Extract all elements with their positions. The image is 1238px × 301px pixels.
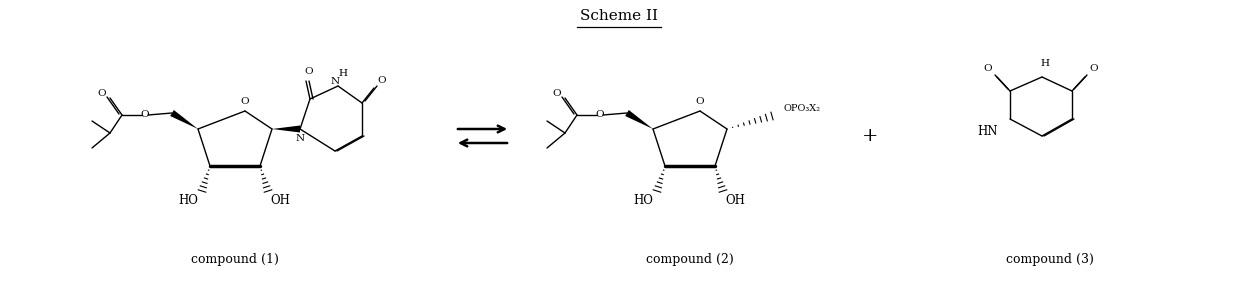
Text: O: O — [141, 110, 150, 119]
Text: compound (1): compound (1) — [191, 253, 279, 265]
Text: O: O — [595, 110, 604, 119]
Text: O: O — [378, 76, 386, 85]
Text: O: O — [240, 98, 249, 107]
Text: H: H — [1040, 60, 1050, 69]
Polygon shape — [170, 110, 198, 129]
Text: HO: HO — [178, 194, 198, 207]
Text: H: H — [338, 69, 348, 77]
Text: +: + — [862, 127, 878, 145]
Text: OH: OH — [270, 194, 290, 207]
Text: compound (3): compound (3) — [1006, 253, 1094, 265]
Text: O: O — [305, 67, 313, 76]
Text: N: N — [331, 77, 339, 86]
Text: OPO₃X₂: OPO₃X₂ — [784, 104, 821, 113]
Text: N: N — [296, 135, 305, 144]
Text: compound (2): compound (2) — [646, 253, 734, 265]
Text: O: O — [696, 98, 704, 107]
Text: O: O — [984, 64, 993, 73]
Text: Scheme II: Scheme II — [579, 9, 659, 23]
Polygon shape — [625, 110, 652, 129]
Polygon shape — [272, 126, 300, 132]
Text: OH: OH — [725, 194, 745, 207]
Text: O: O — [1089, 64, 1098, 73]
Text: HO: HO — [633, 194, 652, 207]
Text: O: O — [98, 88, 106, 98]
Text: O: O — [552, 88, 561, 98]
Text: HN: HN — [978, 126, 998, 138]
